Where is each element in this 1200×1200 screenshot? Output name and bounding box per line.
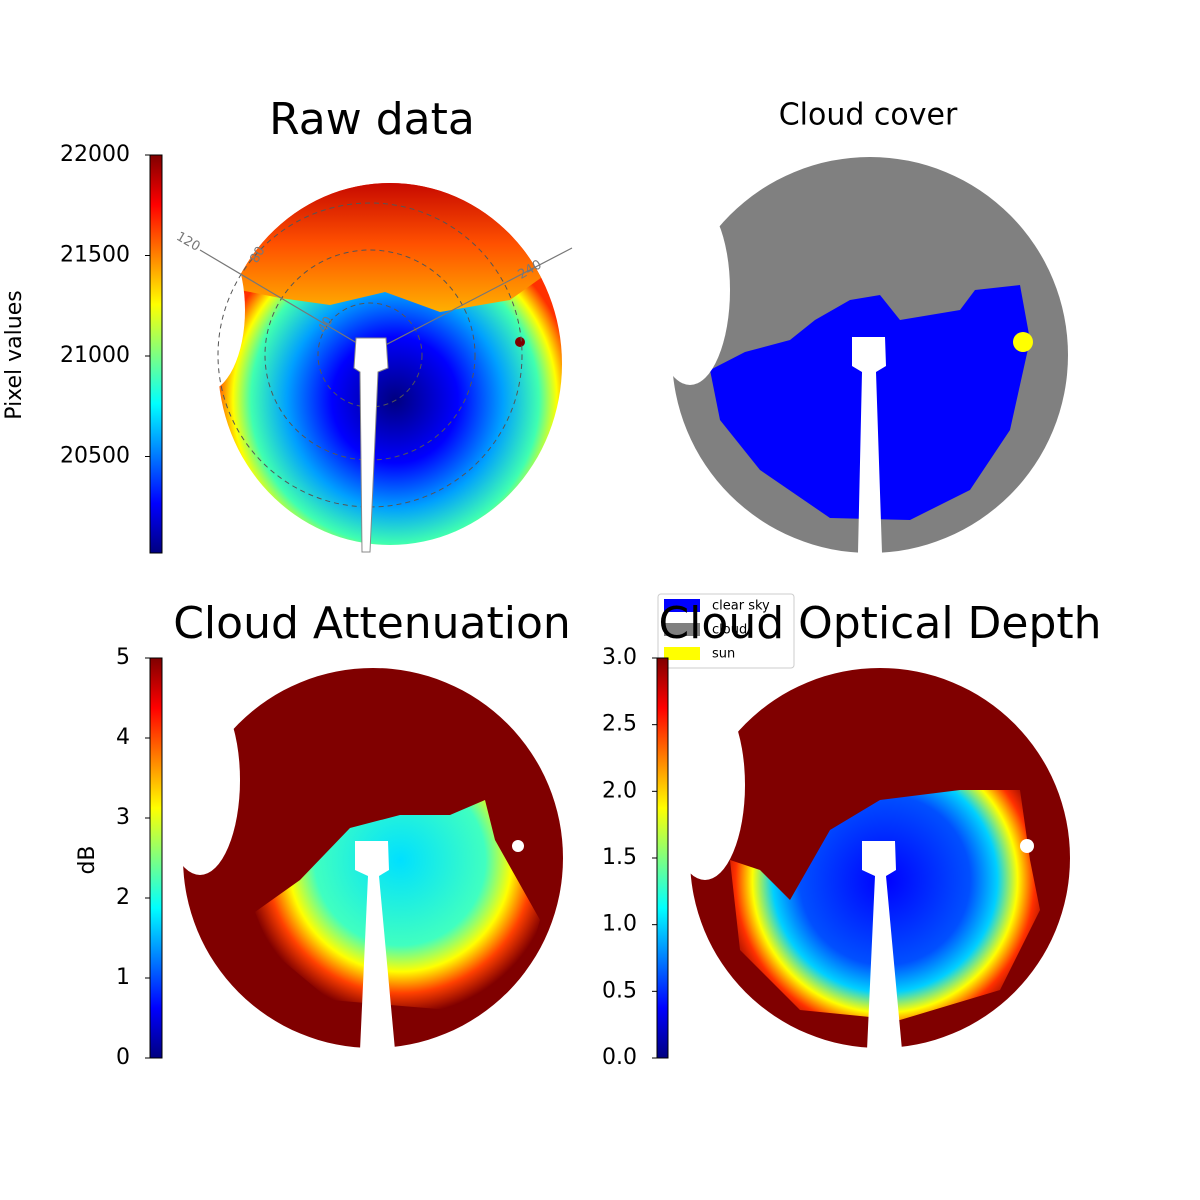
colorbar-label: dB: [75, 845, 100, 874]
panel-title: Cloud Optical Depth: [658, 598, 1101, 649]
colorbar-tick-label: 21500: [60, 243, 130, 268]
colorbar-tick-label: 22000: [60, 142, 130, 167]
colorbar: [656, 657, 669, 1059]
legend-swatch: [664, 599, 700, 612]
colorbar-tick-label: 2: [116, 885, 130, 910]
legend-label: clear sky: [712, 599, 770, 614]
legend-swatch: [664, 647, 700, 660]
legend-label: cloud: [712, 623, 747, 638]
colorbar-tick-label: 2.5: [602, 712, 637, 737]
optical-depth-image: [665, 668, 1070, 1050]
colorbar-tick-label: 20500: [60, 444, 130, 469]
polar-label: 40: [315, 314, 336, 336]
colorbar-tick-label: 1.0: [602, 912, 637, 937]
colorbar-tick-label: 1.5: [602, 845, 637, 870]
cloud-cover-image: [650, 157, 1068, 553]
attenuation-image: [160, 668, 563, 1050]
colorbar-tick-label: 1: [116, 965, 130, 990]
colorbar-tick-label: 3: [116, 805, 130, 830]
colorbar-tick-label: 4: [116, 725, 130, 750]
colorbar-tick-label: 2.0: [602, 778, 637, 803]
colorbar: [149, 154, 163, 554]
colorbar-tick-label: 0.5: [602, 978, 637, 1003]
colorbar-label: Pixel values: [2, 290, 27, 419]
panel-title: Cloud cover: [779, 98, 958, 133]
polar-label: 80: [247, 244, 268, 266]
panel-title: Raw data: [269, 94, 475, 145]
panel-title: Cloud Attenuation: [173, 598, 571, 649]
legend-swatch: [664, 623, 700, 636]
colorbar-tick-label: 21000: [60, 343, 130, 368]
colorbar: [149, 657, 163, 1059]
colorbar-tick-label: 5: [116, 645, 130, 670]
legend-label: sun: [712, 647, 735, 662]
colorbar-tick-label: 0.0: [602, 1045, 637, 1070]
colorbar-tick-label: 3.0: [602, 645, 637, 670]
colorbar-tick-label: 0: [116, 1045, 130, 1070]
raw-image: [165, 183, 573, 553]
